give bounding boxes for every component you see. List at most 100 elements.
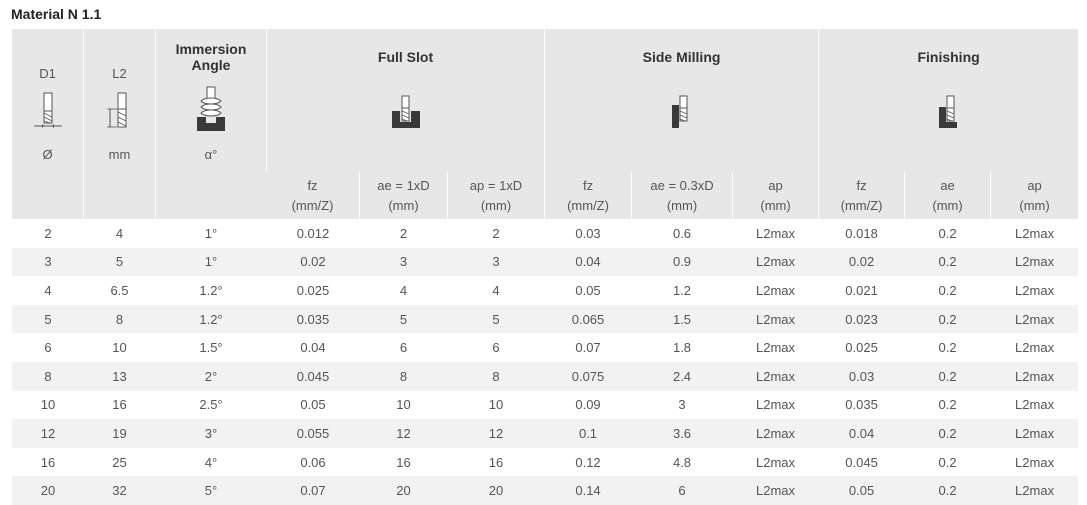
table-row: 2 4 1° 0.012 2 2 0.03 0.6 L2max 0.018 0.2 L2max [12, 219, 1078, 248]
sub-header-line2: (mm) [760, 197, 791, 213]
header-finishing: Finishing [818, 29, 1079, 172]
cell-finishing-ae: 0.2 [904, 247, 991, 277]
sub-header-side-milling-ae: ae = 0.3xD (mm) [631, 172, 733, 219]
header-d1-label: D1 [39, 66, 56, 81]
cell-full-slot-ae: 3 [359, 247, 447, 277]
finishing-icon [938, 95, 957, 128]
cell-full-slot-fz: 0.05 [300, 397, 326, 413]
header-d1-unit: Ø [42, 147, 53, 162]
sub-header-full-slot-ap: ap = 1xD (mm) [447, 172, 545, 219]
cell-side-milling-ae: 1.5 [631, 304, 733, 334]
table-row: 16 25 4° 0.06 16 16 0.12 4.8 L2max 0.045 0.2 L2max [12, 448, 1078, 477]
cell-full-slot-ap: 3 [447, 247, 545, 277]
cell-side-milling-fz: 0.1 [544, 419, 632, 448]
cutting-parameters-table: D1 Ø L2 [12, 29, 1079, 505]
cell-l2: 25 [112, 454, 127, 470]
cell-finishing-ae: 0.2 [938, 454, 957, 470]
cell-side-milling-ap: L2max [756, 397, 796, 413]
cell-l2: 6.5 [110, 282, 129, 298]
cell-side-milling-ap: L2max [732, 361, 819, 391]
header-side-milling-label: Side Milling [642, 49, 721, 65]
cell-d1: 8 [12, 361, 83, 391]
sub-header-line1: fz [307, 177, 318, 193]
table-row: 8 13 2° 0.045 8 8 0.075 2.4 L2max 0.03 0.2 L2max [12, 361, 1079, 391]
cell-full-slot-ap: 20 [447, 476, 545, 505]
cell-l2: 5 [83, 247, 155, 277]
header-immersion-line2: Angle [191, 57, 231, 73]
cell-side-milling-fz: 0.12 [575, 454, 601, 470]
table-row: 20 32 5° 0.07 20 20 0.14 6 L2max 0.05 0.2 L2max [12, 476, 1079, 505]
cell-immersion-angle: 1.2° [155, 304, 266, 334]
sub-header-line1: ap = 1xD [469, 177, 523, 193]
cell-finishing-fz: 0.045 [845, 454, 878, 470]
cell-full-slot-fz: 0.035 [266, 304, 359, 334]
cell-full-slot-ae: 12 [359, 419, 447, 448]
cell-immersion-angle: 5° [155, 476, 266, 505]
cell-finishing-fz: 0.05 [818, 476, 905, 505]
cell-finishing-ap: L2max [1015, 282, 1055, 298]
cell-full-slot-ae: 2 [399, 225, 408, 241]
cell-finishing-fz: 0.018 [845, 225, 878, 241]
header-full-slot: Full Slot [266, 29, 545, 172]
cell-finishing-ap: L2max [990, 361, 1079, 391]
cell-full-slot-ap: 5 [447, 304, 545, 334]
cell-side-milling-ap: L2max [756, 225, 796, 241]
sub-header-line2: (mm) [666, 197, 698, 213]
cell-d1: 12 [12, 419, 83, 448]
header-l2: L2 mm [83, 29, 155, 219]
cell-side-milling-ae: 3.6 [631, 419, 733, 448]
cell-side-milling-fz: 0.04 [544, 247, 632, 277]
cell-finishing-fz: 0.025 [845, 340, 878, 356]
sub-header-line2: (mm) [388, 197, 419, 213]
sub-header-side-milling-ap: ap (mm) [732, 172, 819, 219]
header-immersion-label: Immersion Angle [156, 41, 266, 73]
cell-finishing-fz: 0.04 [818, 419, 905, 448]
table-row: 10 16 2.5° 0.05 10 10 0.09 3 L2max 0.035 0.2 L2max [12, 391, 1078, 420]
cell-side-milling-fz: 0.14 [544, 476, 632, 505]
cell-full-slot-ap: 10 [488, 397, 504, 413]
header-immersion-line1: Immersion [175, 41, 247, 57]
cell-l2: 19 [83, 419, 155, 448]
cell-side-milling-fz: 0.05 [575, 282, 601, 298]
sub-header-line2: (mm/Z) [291, 197, 334, 213]
cell-side-milling-ae: 3 [678, 397, 686, 413]
cell-finishing-ap: L2max [990, 304, 1079, 334]
cell-l2: 13 [83, 361, 155, 391]
cell-full-slot-ae: 20 [359, 476, 447, 505]
cell-immersion-angle: 4° [204, 454, 218, 470]
side-milling-icon [671, 95, 688, 128]
cell-finishing-ae: 0.2 [904, 304, 991, 334]
header-d1: D1 Ø [12, 29, 83, 219]
cell-d1: 3 [12, 247, 83, 277]
cell-immersion-angle: 2.5° [199, 397, 223, 413]
cell-finishing-ap: L2max [990, 476, 1079, 505]
cell-side-milling-ap: L2max [756, 454, 796, 470]
cell-finishing-ap: L2max [1015, 225, 1055, 241]
cell-finishing-ae: 0.2 [904, 476, 991, 505]
cell-side-milling-fz: 0.09 [575, 397, 601, 413]
cell-full-slot-fz: 0.055 [266, 419, 359, 448]
sub-header-line1: ae = 0.3xD [650, 177, 714, 193]
sub-header-finishing-ap: ap (mm) [990, 172, 1079, 219]
cell-d1: 16 [40, 454, 56, 470]
cell-d1: 20 [12, 476, 83, 505]
sub-header-finishing-ae: ae (mm) [904, 172, 991, 219]
cell-finishing-fz: 0.02 [818, 247, 905, 277]
cell-l2: 8 [83, 304, 155, 334]
cell-full-slot-fz: 0.06 [300, 454, 326, 470]
sub-header-full-slot-ae: ae = 1xD (mm) [359, 172, 447, 219]
table-row: 12 19 3° 0.055 12 12 0.1 3.6 L2max 0.04 0.2 L2max [12, 419, 1079, 448]
cell-side-milling-fz: 0.065 [544, 304, 632, 334]
cell-full-slot-ae: 16 [396, 454, 411, 470]
helical-immersion-icon [197, 86, 225, 131]
cell-side-milling-ae: 4.8 [672, 454, 692, 470]
cell-side-milling-ap: L2max [756, 282, 796, 298]
header-full-slot-label: Full Slot [377, 49, 434, 65]
cell-finishing-ae: 0.2 [904, 419, 991, 448]
cell-d1: 10 [40, 397, 56, 413]
cell-side-milling-ae: 2.4 [631, 361, 733, 391]
cell-immersion-angle: 1° [155, 247, 266, 277]
header-l2-label: L2 [112, 66, 127, 81]
cell-finishing-ae: 0.2 [938, 282, 957, 298]
table-row: 5 8 1.2° 0.035 5 5 0.065 1.5 L2max 0.023 0.2 L2max [12, 304, 1079, 334]
